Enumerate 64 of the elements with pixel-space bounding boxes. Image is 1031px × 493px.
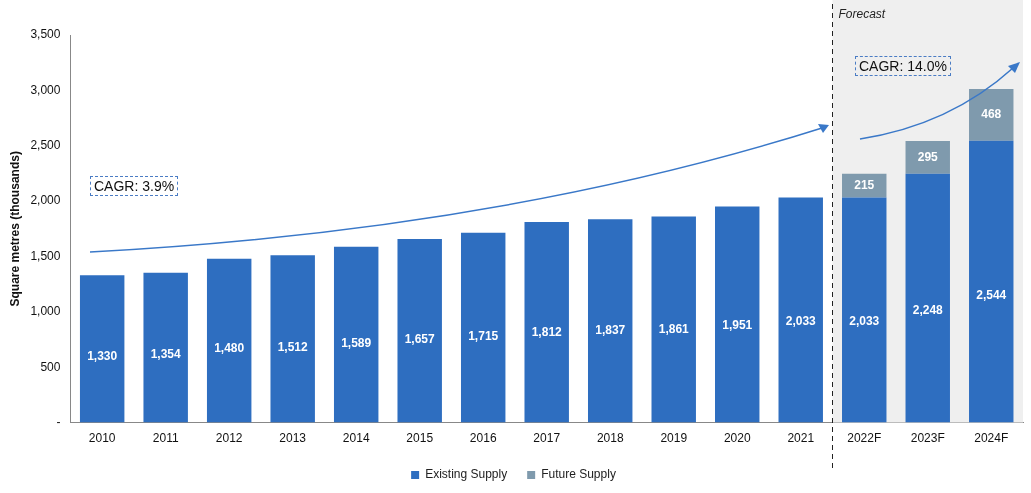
y-tick-label: 1,000 (30, 304, 61, 319)
data-label: 1,861 (658, 322, 690, 337)
y-axis-title: Square metres (thousands) (7, 151, 22, 307)
data-label: 1,837 (595, 323, 626, 338)
legend-label: Future Supply (541, 467, 616, 482)
x-tick-label: 2021 (787, 431, 815, 446)
data-label: 2,248 (912, 302, 944, 317)
data-label: 1,480 (214, 341, 245, 356)
x-tick-label: 2017 (533, 431, 561, 446)
band-label: Forecast (838, 7, 886, 22)
data-label: 1,589 (341, 335, 372, 350)
x-tick-label: 2013 (279, 431, 307, 446)
x-tick-label: 2011 (152, 431, 179, 446)
data-label: 1,812 (531, 324, 563, 339)
annotation: CAGR: 3.9% (90, 176, 179, 196)
bar (206, 258, 252, 423)
bar (333, 246, 379, 423)
bar (270, 255, 315, 423)
x-tick-label: 2022F (847, 431, 882, 446)
bar (969, 89, 1014, 141)
y-tick-label: 3,500 (30, 27, 61, 42)
bar (905, 140, 950, 174)
x-tick-label: 2023F (910, 431, 945, 446)
bar (905, 173, 950, 423)
data-label: 295 (917, 149, 939, 164)
bar (143, 272, 188, 423)
x-tick-label: 2016 (469, 431, 497, 446)
x-tick-label: 2014 (342, 431, 370, 446)
data-label: 1,951 (722, 317, 753, 332)
x-tick-label: 2024F (974, 431, 1009, 446)
bar (79, 275, 125, 423)
x-tick-label: 2019 (660, 431, 688, 446)
data-label: 2,544 (976, 288, 1007, 303)
x-tick-label: 2015 (406, 431, 434, 446)
bar (778, 197, 823, 423)
y-tick-label: - (56, 414, 61, 429)
bar (651, 216, 696, 423)
x-tick-label: 2012 (215, 431, 243, 446)
data-label: 2,033 (849, 313, 880, 328)
y-tick-label: 3,000 (30, 82, 61, 97)
x-tick-label: 2018 (596, 431, 624, 446)
bar (587, 219, 633, 423)
x-tick-label: 2020 (723, 431, 751, 446)
bar (969, 140, 1014, 423)
y-tick-label: 2,500 (30, 138, 61, 153)
legend-label: Existing Supply (425, 467, 508, 482)
bar (460, 232, 506, 423)
y-tick-label: 2,000 (30, 193, 61, 208)
bar (715, 206, 760, 423)
data-label: 2,033 (785, 313, 817, 328)
data-label: 1,657 (404, 332, 436, 347)
annotation: CAGR: 14.0% (855, 56, 951, 76)
data-label: 468 (981, 107, 1002, 122)
data-label: 215 (854, 177, 875, 192)
y-tick-label: 1,500 (30, 248, 61, 263)
y-tick-label: 500 (40, 359, 61, 374)
bar (842, 197, 887, 423)
data-label: 1,330 (87, 348, 118, 363)
bar (524, 221, 569, 423)
data-label: 1,354 (150, 347, 182, 362)
data-label: 1,715 (468, 329, 499, 344)
bar (397, 239, 442, 423)
x-tick-label: 2010 (88, 431, 116, 446)
data-label: 1,512 (277, 339, 309, 354)
